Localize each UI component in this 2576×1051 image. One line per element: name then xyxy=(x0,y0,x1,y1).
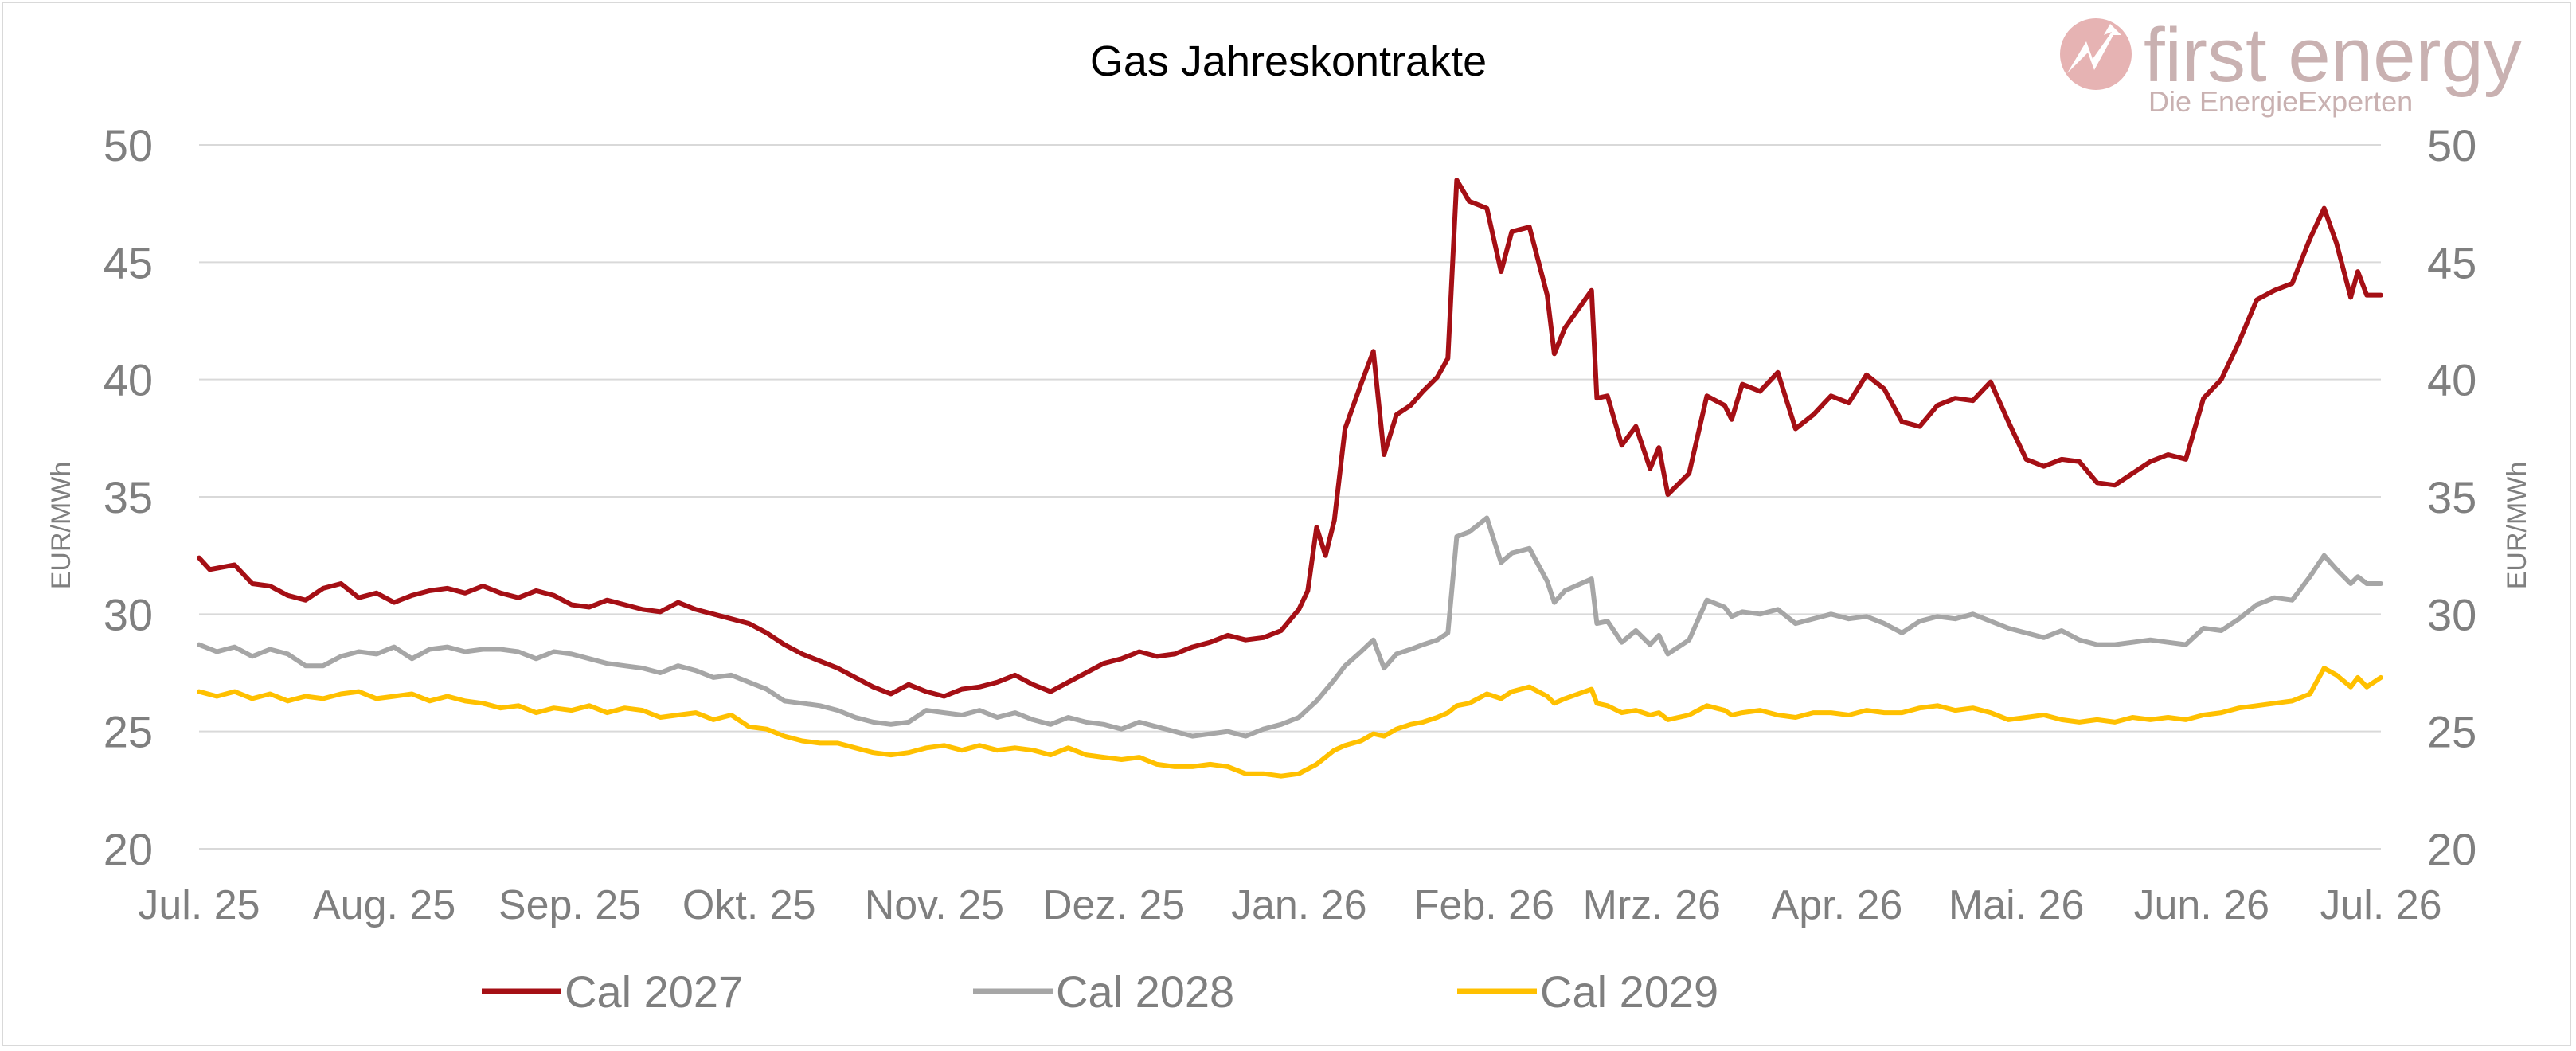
y-tick-left: 30 xyxy=(104,589,153,639)
x-tick-label: Okt. 25 xyxy=(682,882,816,928)
x-tick-label: Dez. 25 xyxy=(1042,882,1185,928)
y-tick-left: 20 xyxy=(104,824,153,874)
y-tick-right: 25 xyxy=(2427,707,2476,757)
y-axis-right: 20 25 30 35 40 45 50 xyxy=(2427,120,2476,874)
series-line-cal-2028 xyxy=(197,515,2383,739)
x-tick-label: Apr. 26 xyxy=(1772,882,1903,928)
x-tick-label: Mai. 26 xyxy=(1949,882,2085,928)
y-tick-right: 45 xyxy=(2427,237,2476,287)
y-axis-label-right: EUR/MWh xyxy=(2502,462,2532,590)
x-tick-label: Feb. 26 xyxy=(1414,882,1554,928)
lightning-arrow-logo-icon xyxy=(2060,18,2132,90)
legend-item-cal-2029: Cal 2029 xyxy=(1457,967,1718,1017)
chart-title: Gas Jahreskontrakte xyxy=(1090,37,1487,85)
series-lines xyxy=(197,178,2383,779)
x-tick-label: Jul. 26 xyxy=(2320,882,2441,928)
y-tick-left: 50 xyxy=(104,120,153,170)
legend-item-cal-2028: Cal 2028 xyxy=(973,967,1234,1017)
y-tick-right: 40 xyxy=(2427,355,2476,405)
y-tick-left: 40 xyxy=(104,355,153,405)
x-tick-label: Jul. 25 xyxy=(138,882,260,928)
y-tick-right: 30 xyxy=(2427,589,2476,639)
legend-label: Cal 2027 xyxy=(565,967,743,1017)
x-tick-label: Aug. 25 xyxy=(313,882,455,928)
series-line-cal-2029 xyxy=(197,666,2383,779)
brand-tagline: Die EnergieExperten xyxy=(2148,85,2413,118)
x-tick-label: Nov. 25 xyxy=(865,882,1004,928)
x-tick-label: Sep. 25 xyxy=(498,882,641,928)
y-axis-label-left: EUR/MWh xyxy=(46,462,76,590)
brand-logo: first energy Die EnergieExperten xyxy=(2060,13,2522,118)
brand-name: first energy xyxy=(2144,13,2522,98)
y-tick-left: 35 xyxy=(104,472,153,522)
y-tick-right: 20 xyxy=(2427,824,2476,874)
x-axis: Jul. 25 Aug. 25 Sep. 25 Okt. 25 Nov. 25 Dez. … xyxy=(138,882,2441,928)
x-tick-label: Jan. 26 xyxy=(1231,882,1367,928)
y-tick-right: 50 xyxy=(2427,120,2476,170)
legend-item-cal-2027: Cal 2027 xyxy=(482,967,743,1017)
y-tick-left: 45 xyxy=(104,237,153,287)
x-tick-label: Mrz. 26 xyxy=(1583,882,1721,928)
y-axis-left: 20 25 30 35 40 45 50 xyxy=(104,120,153,874)
gridlines xyxy=(199,144,2381,850)
y-tick-left: 25 xyxy=(104,707,153,757)
series-line-cal-2027 xyxy=(197,178,2383,699)
legend: Cal 2027 Cal 2028 Cal 2029 xyxy=(482,967,1718,1017)
legend-label: Cal 2028 xyxy=(1056,967,1234,1017)
legend-label: Cal 2029 xyxy=(1540,967,1718,1017)
x-tick-label: Jun. 26 xyxy=(2133,882,2269,928)
y-tick-right: 35 xyxy=(2427,472,2476,522)
